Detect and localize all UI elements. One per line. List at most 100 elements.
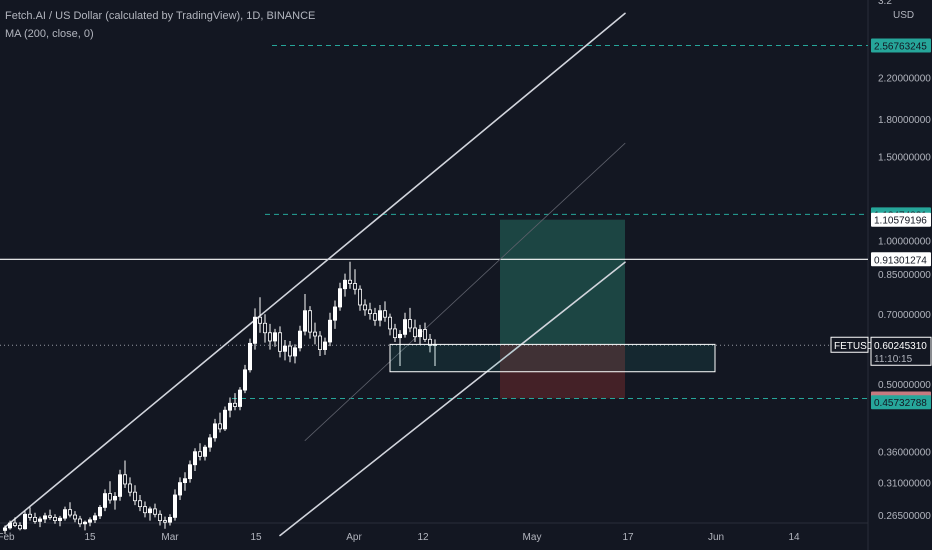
indicator-legend[interactable]: MA (200, close, 0) — [5, 28, 94, 40]
candle-body-up — [247, 342, 252, 371]
candle-body-up — [43, 515, 48, 520]
candle — [187, 460, 192, 483]
time-axis[interactable]: Feb 15 Mar 15 Apr 12 May 17 Jun 14 — [0, 532, 800, 543]
candle-body-up — [297, 330, 302, 349]
candle — [387, 313, 392, 336]
candle-body-down — [427, 338, 432, 346]
candle-body-up — [342, 279, 347, 290]
channel-mid-line — [304, 142, 626, 441]
time-tick-label: May — [523, 532, 542, 543]
candle — [307, 306, 312, 339]
price-tag-label: 0.91301274 — [874, 255, 927, 266]
price-unit-label: USD — [893, 10, 914, 21]
candle-body-down — [78, 518, 83, 525]
candle — [212, 418, 217, 442]
price-tag: 2.56763245 — [871, 38, 931, 53]
candle-body-down — [257, 316, 262, 324]
price-tick-label: 0.85000000 — [878, 270, 931, 281]
time-tick-label: Mar — [161, 532, 179, 543]
candle — [287, 340, 292, 363]
candle-body-up — [212, 423, 217, 439]
candle — [277, 326, 282, 358]
time-tick-label: 17 — [622, 532, 634, 543]
price-axis[interactable]: 0.26500000 0.31000000 0.36000000 0.50000000… — [878, 0, 931, 522]
candle — [118, 469, 123, 501]
candle-body-down — [53, 517, 58, 521]
candle-body-up — [98, 506, 103, 517]
price-tick-label: 1.00000000 — [878, 236, 931, 247]
candle — [227, 397, 232, 418]
candle — [43, 512, 48, 523]
current-price-box — [870, 336, 932, 366]
time-tick-label: 15 — [84, 532, 96, 543]
candle — [377, 304, 382, 327]
candle-body-up — [88, 519, 93, 523]
current-price-value: 0.60245310 — [874, 341, 927, 352]
candle — [73, 511, 78, 523]
candle-body-down — [392, 328, 397, 339]
price-tag-bg — [871, 38, 931, 53]
candle — [292, 344, 297, 364]
candle — [142, 501, 147, 518]
candle-body-down — [287, 345, 292, 357]
candle — [172, 489, 177, 521]
candle — [103, 489, 108, 512]
price-tag-label: 0.45732788 — [874, 398, 927, 409]
candle-body-down — [73, 514, 78, 520]
candle-body-up — [93, 515, 98, 521]
price-tag-label: 1.10579196 — [874, 216, 927, 227]
candle — [197, 443, 202, 461]
candle-body-down — [262, 322, 267, 334]
price-tick-label: 1.50000000 — [878, 153, 931, 164]
candle — [63, 506, 68, 521]
price-tag-bg — [871, 252, 931, 267]
candle-body-down — [162, 520, 167, 523]
candle — [137, 494, 142, 512]
candle — [372, 307, 377, 326]
candle — [312, 322, 317, 345]
candle — [262, 314, 267, 343]
candle-body-down — [232, 402, 237, 407]
candle — [177, 477, 182, 501]
support-box-layer[interactable] — [389, 343, 716, 373]
candle-body-down — [48, 515, 53, 518]
candle — [412, 319, 417, 342]
candle-body-down — [347, 279, 352, 284]
time-tick-label: 14 — [788, 532, 800, 543]
candle-body-down — [307, 310, 312, 333]
candle — [192, 448, 197, 471]
time-tick-label: Apr — [346, 532, 362, 543]
candle-body-down — [412, 327, 417, 338]
candle-body-up — [177, 482, 182, 496]
candle — [7, 520, 12, 530]
countdown-value: 11:10:15 — [874, 354, 913, 365]
candle-body-up — [302, 310, 307, 332]
candle — [93, 512, 98, 523]
time-tick-label: Feb — [0, 532, 15, 543]
candle-body-up — [172, 494, 177, 518]
candle — [317, 331, 322, 356]
candle-body-up — [22, 513, 27, 530]
price-tick-label: 0.50000000 — [878, 380, 931, 391]
candle-body-down — [108, 493, 113, 501]
candle — [162, 516, 167, 529]
candle-body-up — [118, 474, 123, 497]
support-box — [389, 343, 716, 373]
candle — [147, 506, 152, 521]
candle — [267, 323, 272, 350]
grid — [0, 0, 869, 550]
candle-body-up — [327, 319, 332, 343]
candle — [417, 324, 422, 345]
drawing-lines[interactable] — [0, 12, 868, 537]
current-price-tag: FETUSD 0.60245310 11:10:15 — [830, 336, 932, 366]
price-tick-label: 0.36000000 — [878, 448, 931, 459]
candle — [222, 406, 227, 431]
candle — [123, 460, 128, 489]
price-tag: 1.10579196 — [871, 212, 931, 227]
candle-body-down — [197, 451, 202, 457]
candle — [297, 325, 302, 352]
candle — [108, 481, 113, 504]
candle-body-up — [227, 402, 232, 411]
candle — [58, 515, 63, 527]
